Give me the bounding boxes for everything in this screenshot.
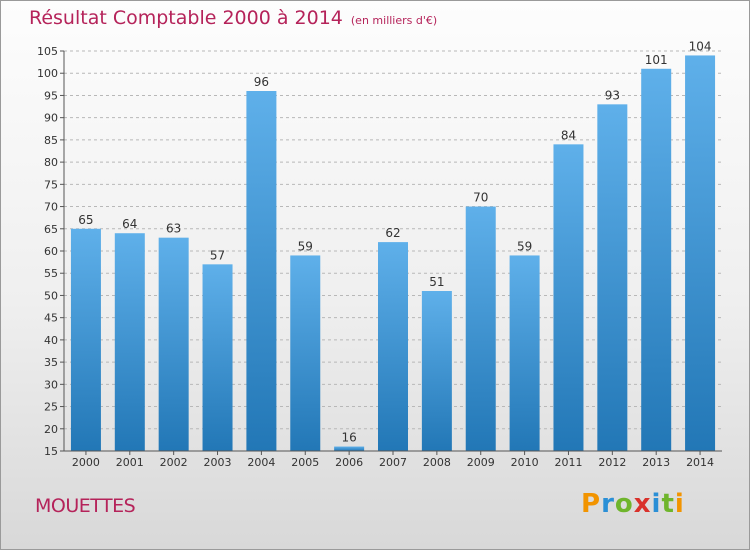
x-tick-label: 2013	[642, 456, 670, 469]
y-tick-label: 30	[44, 378, 58, 391]
x-tick-label: 2006	[335, 456, 363, 469]
bar	[553, 144, 584, 452]
bar	[597, 104, 628, 451]
data-label: 84	[561, 128, 576, 142]
bar	[202, 264, 233, 451]
x-tick-label: 2002	[160, 456, 188, 469]
y-tick-label: 50	[44, 289, 58, 302]
bar	[465, 206, 496, 451]
x-tick-label: 2008	[423, 456, 451, 469]
y-tick-label: 45	[44, 312, 58, 325]
bar	[70, 228, 101, 451]
data-label: 57	[210, 248, 225, 262]
y-tick-label: 20	[44, 423, 58, 436]
x-tick-label: 2005	[291, 456, 319, 469]
commune-name: MOUETTES	[35, 495, 136, 517]
y-tick-label: 100	[37, 67, 58, 80]
y-tick-label: 65	[44, 223, 58, 236]
data-label: 51	[429, 275, 444, 289]
bar	[246, 91, 277, 451]
proxiti-logo[interactable]: Proxiti	[581, 489, 685, 519]
y-tick-label: 95	[44, 89, 58, 102]
data-label: 104	[689, 39, 712, 53]
x-tick-label: 2007	[379, 456, 407, 469]
y-tick-label: 40	[44, 334, 58, 347]
y-tick-label: 35	[44, 356, 58, 369]
y-tick-label: 60	[44, 245, 58, 258]
bar	[290, 255, 321, 451]
x-tick-label: 2014	[686, 456, 714, 469]
x-tick-label: 2003	[204, 456, 232, 469]
bar	[378, 242, 408, 451]
x-tick-label: 2001	[116, 456, 144, 469]
chart-title: Résultat Comptable 2000 à 2014	[29, 7, 343, 29]
chart-subtitle: (en milliers d'€)	[350, 14, 438, 27]
x-tick-label: 2000	[72, 456, 100, 469]
data-label: 16	[341, 431, 356, 445]
y-tick-label: 105	[37, 45, 58, 58]
y-tick-label: 15	[44, 445, 58, 458]
data-label: 101	[645, 53, 668, 67]
x-tick-label: 2004	[247, 456, 275, 469]
y-tick-label: 25	[44, 401, 58, 414]
x-tick-label: 2012	[598, 456, 626, 469]
bar	[685, 55, 716, 451]
bar	[421, 291, 452, 451]
x-tick-label: 2011	[554, 456, 582, 469]
bar	[641, 68, 672, 452]
bar	[114, 233, 145, 451]
bar	[158, 237, 189, 451]
data-label: 64	[122, 217, 137, 231]
bar	[509, 255, 540, 451]
data-label: 65	[78, 213, 93, 227]
data-label: 63	[166, 222, 181, 236]
y-tick-label: 55	[44, 267, 58, 280]
bar	[334, 446, 365, 451]
y-tick-label: 70	[44, 201, 58, 214]
x-tick-label: 2010	[511, 456, 539, 469]
data-label: 70	[473, 191, 488, 205]
data-label: 93	[605, 88, 620, 102]
data-label: 62	[385, 226, 400, 240]
y-tick-label: 75	[44, 178, 58, 191]
data-label: 96	[254, 75, 269, 89]
x-tick-label: 2009	[467, 456, 495, 469]
y-tick-label: 85	[44, 134, 58, 147]
data-label: 59	[517, 239, 532, 253]
chart-title-row: Résultat Comptable 2000 à 2014 (en millie…	[29, 7, 437, 29]
y-tick-label: 80	[44, 156, 58, 169]
y-tick-label: 90	[44, 112, 58, 125]
data-label: 59	[298, 239, 313, 253]
